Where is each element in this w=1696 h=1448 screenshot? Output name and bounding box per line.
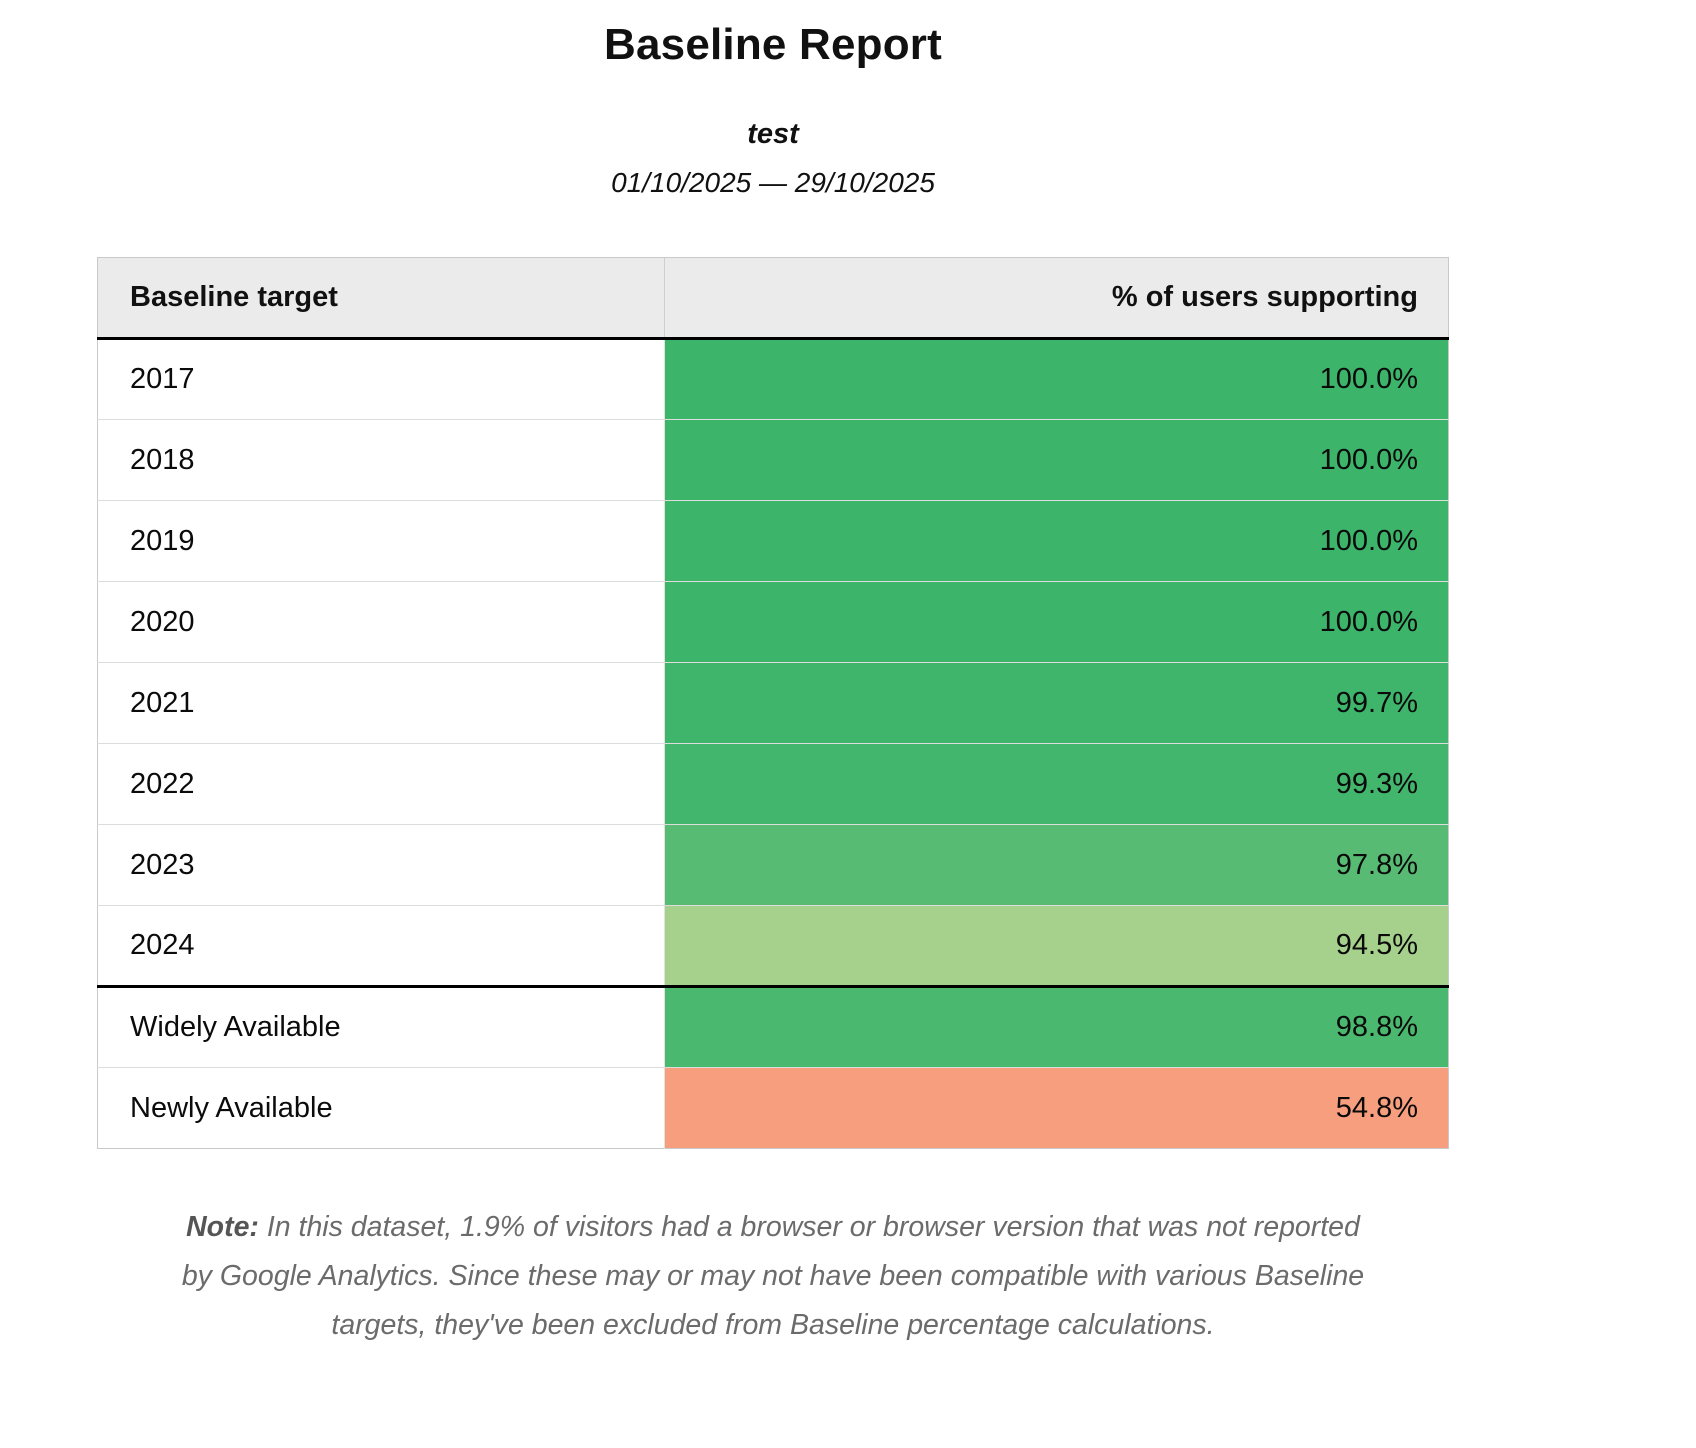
baseline-table: Baseline target % of users supporting 20… xyxy=(97,257,1449,1149)
table-header-row: Baseline target % of users supporting xyxy=(97,257,1449,340)
table-row: Newly Available 54.8% xyxy=(97,1067,1449,1149)
baseline-target-cell: 2017 xyxy=(97,338,666,420)
support-percent-cell: 94.5% xyxy=(664,905,1449,987)
header-baseline-target: Baseline target xyxy=(97,257,666,340)
support-percent-cell: 99.3% xyxy=(664,743,1449,825)
support-percent-cell: 100.0% xyxy=(664,581,1449,663)
support-percent-cell: 54.8% xyxy=(664,1067,1449,1149)
support-percent-cell: 100.0% xyxy=(664,500,1449,582)
table-row: Widely Available 98.8% xyxy=(97,985,1449,1068)
report-subtitle: test xyxy=(747,118,799,150)
table-row: 2024 94.5% xyxy=(97,905,1449,987)
table-row: 2023 97.8% xyxy=(97,824,1449,906)
table-row: 2020 100.0% xyxy=(97,581,1449,663)
baseline-target-cell: 2023 xyxy=(97,824,666,906)
support-percent-cell: 99.7% xyxy=(664,662,1449,744)
page-title: Baseline Report xyxy=(604,20,942,69)
table-row: 2017 100.0% xyxy=(97,338,1449,420)
report-date-range: 01/10/2025 — 29/10/2025 xyxy=(611,167,935,198)
header-users-supporting: % of users supporting xyxy=(664,257,1449,340)
footnote-label: Note: xyxy=(186,1211,259,1243)
support-percent-cell: 97.8% xyxy=(664,824,1449,906)
support-percent-cell: 100.0% xyxy=(664,338,1449,420)
support-percent-cell: 98.8% xyxy=(664,985,1449,1068)
baseline-target-cell: 2021 xyxy=(97,662,666,744)
table-row: 2018 100.0% xyxy=(97,419,1449,501)
table-body: 2017 100.0% 2018 100.0% 2019 100.0% 2020 100.0%… xyxy=(97,338,1449,1149)
table-row: 2021 99.7% xyxy=(97,662,1449,744)
table-row: 2019 100.0% xyxy=(97,500,1449,582)
footnote: Note: In this dataset, 1.9% of visitors … xyxy=(178,1203,1368,1350)
baseline-target-cell: 2019 xyxy=(97,500,666,582)
baseline-target-cell: Widely Available xyxy=(97,985,666,1068)
support-percent-cell: 100.0% xyxy=(664,419,1449,501)
baseline-target-cell: Newly Available xyxy=(97,1067,666,1149)
table-row: 2022 99.3% xyxy=(97,743,1449,825)
footnote-text: In this dataset, 1.9% of visitors had a … xyxy=(181,1211,1365,1342)
baseline-target-cell: 2024 xyxy=(97,905,666,987)
report-page: Baseline Report test 01/10/2025 — 29/10/… xyxy=(97,0,1449,1350)
baseline-target-cell: 2020 xyxy=(97,581,666,663)
baseline-target-cell: 2022 xyxy=(97,743,666,825)
baseline-target-cell: 2018 xyxy=(97,419,666,501)
